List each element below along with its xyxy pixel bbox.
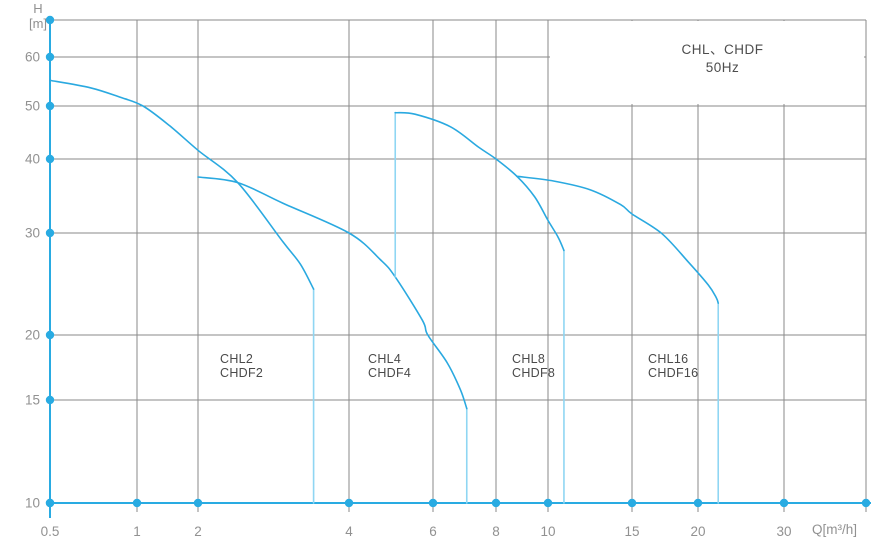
curve-label-line: CHDF16	[648, 366, 699, 380]
curve-chl16	[516, 175, 719, 304]
y-tick-label-10: 10	[24, 495, 40, 511]
x-axis-dot-6	[428, 498, 438, 508]
y-tick-label-40: 40	[24, 151, 40, 167]
curve-label-line: CHDF4	[368, 366, 412, 380]
chart-title-frequency: 50Hz	[705, 60, 740, 75]
curve-label-chl2: CHL2 CHDF2	[220, 352, 263, 380]
y-axis-title: H [m]	[18, 1, 58, 31]
y-axis-dot-15	[45, 395, 55, 405]
y-axis-dot-20	[45, 330, 55, 340]
curve-label-chl4: CHL4 CHDF4	[368, 352, 411, 380]
x-axis-dot-4	[344, 498, 354, 508]
x-tick-label-6: 6	[429, 524, 437, 539]
x-axis-dot-1	[132, 498, 142, 508]
curve-chl2	[49, 79, 315, 290]
y-tick-label-15: 15	[24, 392, 40, 408]
y-axis-dot-40	[45, 154, 55, 164]
x-axis-dot-2	[193, 498, 203, 508]
x-tick-label-1: 1	[133, 524, 141, 539]
y-tick-label-20: 20	[24, 327, 40, 343]
x-tick-label-4: 4	[345, 524, 353, 539]
x-axis-title: Q[m³/h]	[812, 522, 858, 537]
y-tick-label-50: 50	[24, 98, 40, 114]
curve-label-line: CHL2	[220, 352, 254, 366]
curve-label-line: CHL16	[648, 352, 689, 366]
curve-label-line: CHDF2	[220, 366, 264, 380]
y-axis-dot-50	[45, 101, 55, 111]
x-tick-label-30: 30	[776, 524, 792, 539]
chart-title-models: CHL、CHDF	[681, 42, 764, 57]
chart-title: CHL、CHDF 50Hz	[565, 41, 873, 77]
x-axis-dot-0.5	[45, 498, 55, 508]
y-tick-label-60: 60	[24, 49, 40, 65]
curve-label-line: CHDF8	[512, 366, 556, 380]
curve-label-chl16: CHL16 CHDF16	[648, 352, 698, 380]
y-tick-label-30: 30	[24, 225, 40, 241]
x-axis-dot-10	[543, 498, 553, 508]
x-axis-dot-20	[693, 498, 703, 508]
x-axis-dot-8	[491, 498, 501, 508]
x-tick-label-20: 20	[690, 524, 706, 539]
y-axis-unit: [m]	[28, 16, 48, 31]
x-tick-label-15: 15	[624, 524, 640, 539]
y-axis-dot-30	[45, 228, 55, 238]
x-axis-dot-40	[861, 498, 871, 508]
y-axis-symbol: H	[33, 1, 43, 16]
x-tick-label-10: 10	[540, 524, 556, 539]
title-block	[550, 21, 864, 104]
x-tick-label-8: 8	[492, 524, 500, 539]
curve-label-line: CHL4	[368, 352, 402, 366]
curve-chl8	[394, 111, 565, 252]
x-axis-dot-15	[627, 498, 637, 508]
y-axis-dot-70	[45, 15, 55, 25]
curve-label-chl8: CHL8 CHDF8	[512, 352, 555, 380]
x-axis-dot-30	[779, 498, 789, 508]
x-tick-label-0_5: 0.5	[40, 524, 60, 539]
y-axis-dot-60	[45, 52, 55, 62]
curve-label-line: CHL8	[512, 352, 546, 366]
x-tick-label-2: 2	[194, 524, 202, 539]
